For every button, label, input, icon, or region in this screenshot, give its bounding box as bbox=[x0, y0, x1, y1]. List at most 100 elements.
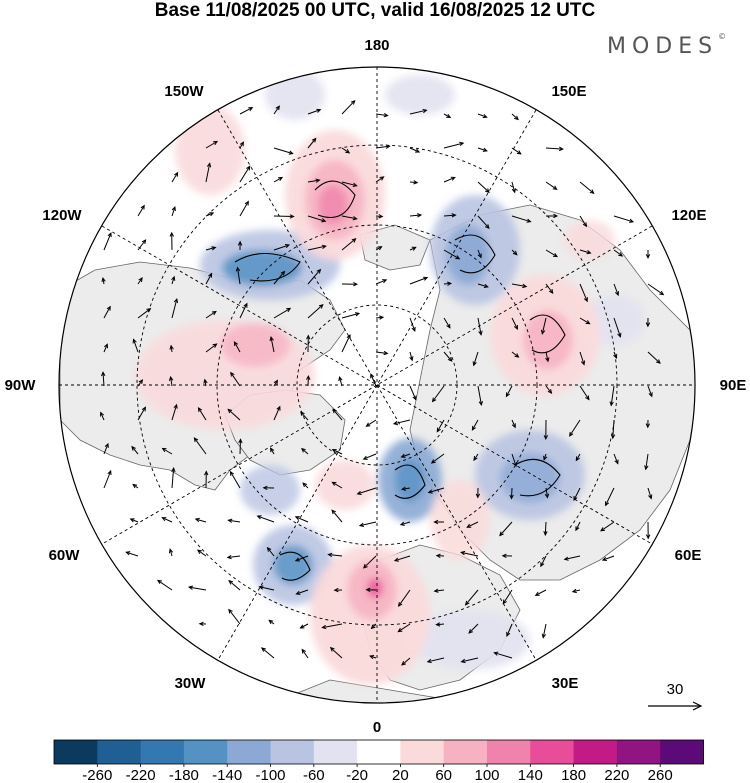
wind-vector-head bbox=[289, 214, 295, 219]
colorbar-swatch bbox=[270, 740, 315, 764]
wind-vector bbox=[647, 351, 661, 364]
landmass-chukotka bbox=[359, 224, 431, 271]
wind-vector-head bbox=[401, 661, 407, 666]
wind-vector-head bbox=[156, 579, 162, 585]
wind-vector-head bbox=[138, 277, 143, 283]
wind-vector bbox=[233, 341, 241, 353]
wind-vector bbox=[468, 623, 479, 634]
wind-vector-head bbox=[171, 466, 176, 473]
wind-vector-head bbox=[385, 144, 391, 149]
wind-vector bbox=[545, 147, 563, 150]
wind-vector-head bbox=[580, 360, 586, 366]
wind-vector-head bbox=[522, 283, 528, 289]
copyright-mark: © bbox=[718, 32, 727, 41]
wind-vector-head bbox=[208, 272, 213, 278]
wind-vector-head bbox=[482, 113, 488, 119]
wind-vector bbox=[239, 303, 248, 319]
wind-vector bbox=[237, 267, 241, 285]
wind-vector-head bbox=[544, 493, 550, 499]
wind-vector-head bbox=[552, 185, 558, 190]
wind-vector bbox=[511, 113, 519, 120]
wind-vector bbox=[545, 181, 557, 190]
colorbar-swatch bbox=[54, 740, 98, 764]
wind-vector bbox=[375, 113, 388, 117]
wind-vector-head bbox=[543, 455, 548, 461]
wind-vector bbox=[511, 351, 519, 358]
wind-vector-head bbox=[509, 494, 514, 500]
wind-vector-head bbox=[656, 359, 661, 364]
wind-vector-head bbox=[629, 218, 635, 223]
wind-vector-head bbox=[104, 442, 109, 448]
wind-vector-head bbox=[605, 501, 610, 507]
wind-vector-head bbox=[321, 244, 327, 249]
reference-vector-label: 30 bbox=[667, 681, 684, 698]
wind-vectors bbox=[100, 99, 665, 666]
wind-vector bbox=[502, 589, 513, 604]
wind-vector bbox=[477, 215, 490, 229]
wind-vector-head bbox=[194, 517, 200, 523]
colorbar-label: 220 bbox=[604, 767, 629, 783]
wind-vector bbox=[339, 376, 343, 387]
wind-vector-head bbox=[331, 481, 337, 486]
wind-vector bbox=[477, 385, 482, 405]
wind-vector bbox=[432, 385, 445, 402]
wind-vector bbox=[545, 249, 558, 258]
wind-vector bbox=[171, 172, 179, 183]
wind-vector bbox=[401, 453, 411, 458]
wind-vector-head bbox=[573, 496, 578, 502]
wind-vector-head bbox=[129, 518, 135, 523]
wind-vector-head bbox=[227, 408, 233, 414]
wind-vector-head bbox=[446, 323, 451, 329]
wind-vector bbox=[239, 166, 251, 183]
lon-label-150e: 150E bbox=[551, 83, 586, 100]
colorbar-label: 100 bbox=[474, 767, 499, 783]
wind-vector bbox=[171, 404, 178, 421]
wind-vector bbox=[296, 589, 309, 595]
wind-vector bbox=[579, 215, 587, 227]
wind-vector-head bbox=[354, 312, 361, 317]
wind-vector-head bbox=[383, 112, 389, 118]
wind-vector-head bbox=[262, 485, 268, 491]
wind-vector-head bbox=[125, 551, 131, 556]
wind-vector bbox=[273, 244, 290, 251]
wind-vector-head bbox=[280, 270, 286, 276]
wind-vector-head bbox=[400, 453, 406, 458]
wind-vector bbox=[228, 519, 241, 523]
wind-vector bbox=[341, 181, 357, 187]
wind-vector bbox=[137, 277, 143, 285]
map-title: Base 11/08/2025 00 UTC, valid 16/08/2025… bbox=[154, 0, 596, 21]
wind-vector bbox=[494, 652, 513, 659]
wind-vector-head bbox=[146, 308, 152, 313]
wind-vector-head bbox=[436, 427, 441, 433]
wind-vector-head bbox=[238, 438, 243, 444]
wind-vector bbox=[473, 453, 479, 461]
wind-vector-head bbox=[613, 353, 618, 359]
wind-vector-head bbox=[645, 322, 651, 328]
colorbar-label: -60 bbox=[303, 767, 325, 783]
wind-vector-head bbox=[472, 361, 477, 367]
wind-vector-head bbox=[451, 213, 457, 218]
wind-vector bbox=[328, 554, 343, 557]
wind-vector-head bbox=[288, 150, 294, 155]
wind-vector-head bbox=[493, 651, 499, 656]
wind-vector-head bbox=[447, 281, 453, 286]
wind-vector-head bbox=[466, 523, 472, 528]
wind-vector bbox=[100, 412, 105, 421]
wind-vector-head bbox=[193, 437, 199, 443]
wind-vector bbox=[461, 657, 479, 663]
wind-vector-head bbox=[426, 658, 432, 664]
wind-vector bbox=[573, 487, 581, 501]
wind-vector bbox=[300, 411, 309, 421]
wind-vector-head bbox=[609, 401, 614, 407]
colorbar-swatch bbox=[530, 740, 574, 764]
wind-vector-head bbox=[526, 218, 532, 223]
wind-vector bbox=[137, 407, 146, 421]
wind-vector-head bbox=[203, 378, 208, 384]
wind-vector bbox=[545, 351, 549, 362]
colorbar-swatch bbox=[573, 740, 618, 764]
wind-vector-head bbox=[435, 622, 441, 627]
wind-vector bbox=[409, 277, 428, 285]
wind-vector bbox=[375, 279, 387, 285]
colorbar-label: 60 bbox=[435, 767, 452, 783]
wind-vector-head bbox=[553, 213, 559, 219]
